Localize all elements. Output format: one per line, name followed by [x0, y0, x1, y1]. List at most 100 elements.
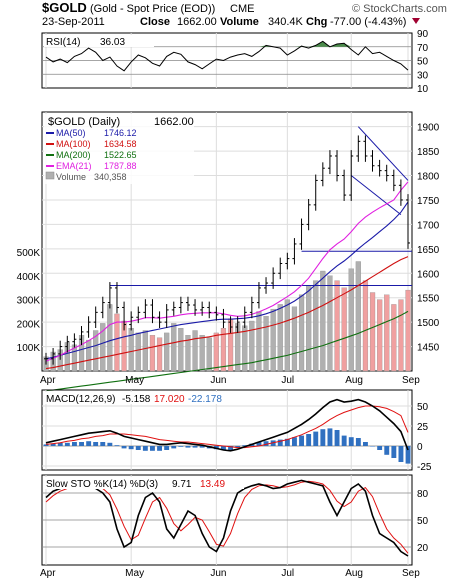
chg-value: -77.00 (-4.43%) — [330, 16, 406, 28]
macd-hist-bar — [86, 441, 92, 446]
price-y-tick: 1450 — [417, 343, 440, 354]
macd-hist-bar — [185, 446, 191, 448]
x-tick-label-bottom: May — [125, 568, 144, 578]
copyright: © StockCharts.com — [352, 3, 447, 15]
macd-hist-bar — [370, 446, 375, 447]
volume-bar — [156, 337, 163, 372]
macd-hist-bar — [398, 446, 404, 462]
macd-hist-bar — [306, 434, 312, 446]
sto-y-tick: 20 — [417, 543, 429, 554]
volume-tick: 200K — [17, 319, 41, 330]
rsi-y-tick: 90 — [417, 29, 429, 40]
ma-legend-name: MA(100) — [56, 139, 91, 149]
macd-hist-bar — [79, 442, 84, 446]
macd-hist-bar — [135, 446, 141, 450]
rsi-y-tick: 10 — [417, 84, 429, 95]
macd-hist-bar — [363, 442, 368, 446]
volume-bar — [313, 280, 319, 372]
x-tick-label-bottom: Jul — [281, 568, 294, 578]
x-tick-label-bottom: Aug — [345, 568, 363, 578]
ma-legend-name: MA(50) — [56, 128, 86, 138]
sto-y-tick: 80 — [417, 489, 429, 500]
x-tick-label: Jul — [281, 375, 294, 386]
macd-hist-bar — [355, 438, 361, 446]
macd-hist-bar — [57, 442, 63, 446]
price-y-tick: 1750 — [417, 196, 440, 207]
macd-hist-bar — [235, 446, 241, 448]
macd-y-tick: 25 — [417, 422, 429, 433]
x-tick-label-bottom: Jun — [210, 568, 226, 578]
macd-hist-bar — [93, 442, 99, 446]
x-tick-label: Jun — [210, 375, 226, 386]
down-arrow-icon — [412, 18, 420, 24]
rsi-overbought-fill — [46, 41, 408, 47]
close-value: 1662.00 — [177, 16, 217, 28]
trendline-lower — [350, 175, 402, 216]
ma-line-2 — [45, 310, 409, 392]
price-y-tick: 1800 — [417, 172, 440, 183]
rsi-value: 36.03 — [100, 37, 125, 48]
macd-hist-bar — [107, 442, 113, 446]
volume-bar — [362, 280, 369, 372]
price-label: $GOLD (Daily) — [48, 116, 120, 128]
date: 23-Sep-2011 — [42, 16, 105, 28]
volume-legend-value: 340,358 — [94, 172, 127, 182]
sto-k-value: 9.71 — [172, 479, 192, 490]
macd-hist-bar — [320, 429, 326, 446]
macd-hist-bar — [341, 435, 347, 446]
ma-line-1 — [45, 256, 409, 370]
volume-bar — [348, 268, 354, 372]
volume-bar — [284, 299, 290, 372]
macd-hist-bar — [277, 439, 283, 446]
close-label: Close — [140, 16, 170, 28]
macd-value: -5.158 — [122, 394, 151, 405]
sto-y-tick: 50 — [417, 516, 429, 527]
volume-bar — [298, 294, 305, 372]
x-tick-label: Aug — [345, 375, 363, 386]
macd-signal-line — [45, 405, 409, 449]
trendline-upper — [357, 126, 409, 181]
x-tick-label-bottom: Sep — [402, 568, 420, 578]
x-tick-label: Apr — [40, 375, 56, 386]
price-y-tick: 1500 — [417, 318, 440, 329]
volume-bar — [306, 285, 312, 372]
volume-bar — [178, 328, 184, 372]
sto-k-line — [45, 479, 409, 557]
macd-hist-bar — [263, 441, 269, 446]
volume-label: Volume — [220, 16, 259, 28]
volume-legend-swatch — [45, 171, 55, 180]
chg-label: Chg — [306, 16, 327, 28]
volume-tick: 100K — [17, 343, 41, 354]
volume-legend-name: Volume — [56, 172, 86, 182]
volume-bar — [270, 308, 276, 372]
macd-hist-bar — [348, 437, 354, 446]
volume-bar — [100, 323, 106, 372]
rsi-y-tick: 70 — [417, 43, 429, 54]
macd-hist-bar — [284, 438, 290, 446]
macd-hist-bar — [150, 446, 155, 451]
volume-bar — [327, 275, 333, 372]
macd-label: MACD(12,26,9) — [46, 394, 115, 405]
macd-hist-bar — [221, 446, 226, 450]
volume-bar — [107, 304, 113, 372]
rsi-legend-bg — [44, 35, 154, 47]
macd-hist-bar — [72, 442, 77, 446]
macd-hist-bar — [313, 431, 319, 446]
macd-hist-bar — [327, 428, 333, 446]
macd-hist-bar — [377, 446, 383, 450]
volume-bar — [391, 304, 397, 372]
price-y-tick: 1600 — [417, 269, 440, 280]
volume-bar — [213, 332, 219, 372]
volume-bar — [164, 332, 170, 372]
volume-bar — [355, 261, 361, 372]
volume-bar — [135, 332, 141, 372]
ma-legend-value: 1634.58 — [104, 139, 137, 149]
macd-hist-bar — [334, 430, 340, 446]
volume-tick: 400K — [17, 272, 41, 283]
sto-d-value: 13.49 — [200, 479, 225, 490]
macd-hist-bar — [100, 442, 106, 446]
price-value: 1662.00 — [154, 116, 194, 128]
rsi-y-tick: 30 — [417, 70, 429, 81]
price-y-tick: 1850 — [417, 147, 440, 158]
